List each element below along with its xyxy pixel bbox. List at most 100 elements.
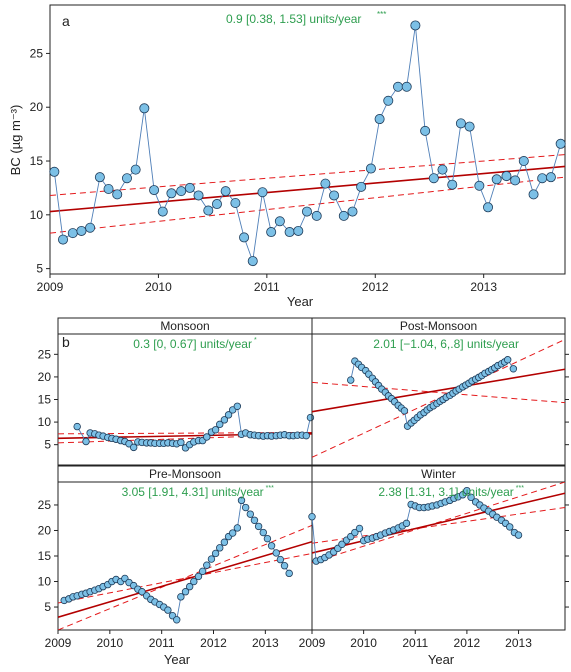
panel-a-data-point [67, 228, 78, 239]
facet-monsoon-data-point [203, 433, 211, 441]
facet-pre-monsoon-data-point [177, 593, 185, 601]
facet-pre-monsoon: Pre-Monsoon 3.05 [1.91, 4.31] units/year *… [38, 465, 313, 650]
facet-monsoon-ytick-label: 15 [38, 393, 52, 407]
facet-winter: Winter 2.38 [1.31, 3.1] units/year *** 2009… [299, 465, 569, 650]
facet-winter-data-point [467, 493, 475, 502]
panel-a-data-point [130, 164, 141, 175]
panel-a-data-point [58, 234, 69, 245]
facet-pre-monsoon-ytick-label: 10 [38, 575, 52, 589]
panel-a-data-point [121, 173, 132, 184]
facet-monsoon-annotation: 0.3 [0, 0.67] units/year [133, 337, 252, 351]
facet-pre-monsoon-xtick-label: 2011 [149, 636, 175, 650]
facet-pre-monsoon-ytick-label: 15 [38, 549, 52, 563]
facet-pre-monsoon-data-point [181, 588, 190, 596]
panel-a-ci-upper-line [50, 154, 565, 196]
panel-a-data-point [491, 174, 502, 185]
facet-winter-xtick-label: 2013 [505, 636, 532, 650]
panel-a-data-point [103, 183, 114, 194]
panel-a-data-point [85, 222, 96, 233]
facet-post-monsoon-trend-line [312, 368, 565, 413]
facet-pre-monsoon-trend-lines [58, 524, 312, 630]
facet-winter-data-point [355, 524, 364, 533]
facet-pre-monsoon-data-point [138, 588, 146, 596]
panel-a-data-point [474, 180, 485, 191]
facet-pre-monsoon-xtick-label: 2012 [200, 636, 227, 650]
facet-pre-monsoon-data-point [185, 582, 194, 591]
facet-post-monsoon: Post-Monsoon 2.01 [−1.04, 6,.8] units/yea… [311, 317, 569, 466]
facet-pre-monsoon-ytick-label: 20 [38, 523, 52, 537]
facet-winter-data-point [351, 528, 359, 537]
panel-a-xtick-label: 2013 [470, 280, 497, 294]
panel-a-data-point [220, 186, 231, 197]
panel-a-frame [49, 4, 566, 275]
panel-a-annotation: 0.9 [0.38, 1.53] units/year [226, 12, 361, 26]
facet-monsoon-data-point [306, 413, 315, 422]
panel-b: Monsoon 0.3 [0, 0.67] units/year * 5 10 15 20 2… [38, 317, 569, 667]
facet-pre-monsoon-data-point [272, 549, 280, 557]
facet-pre-monsoon-data-point [250, 516, 259, 524]
facet-pre-monsoon-ytick-label: 25 [38, 498, 52, 512]
facet-pre-monsoon-xtick-label: 2009 [45, 636, 72, 650]
panel-a-xtick-label: 2009 [37, 280, 64, 294]
facet-pre-monsoon-significance: *** [266, 485, 274, 492]
facet-monsoon-ytick-label: 5 [44, 438, 51, 452]
facet-pre-monsoon-series [60, 496, 293, 624]
panel-a-data-point [139, 103, 150, 114]
facet-pre-monsoon-data-point [194, 572, 203, 581]
panel-a-data-point [230, 197, 241, 208]
panel-a-significance: *** [377, 10, 386, 19]
facet-pre-monsoon-data-point [263, 534, 272, 543]
panel-a-data-point [176, 186, 187, 197]
panel-b-label: b [62, 334, 70, 350]
panel-a-xtick-label: 2012 [362, 280, 389, 294]
facet-pre-monsoon-data-point [220, 538, 229, 546]
panel-a-trend-line [50, 165, 565, 213]
panel-a-data-point [166, 188, 177, 199]
panel-a-data-point [293, 225, 304, 236]
facet-winter-data-point [308, 513, 316, 521]
facet-winter-data-point [463, 486, 471, 495]
facet-winter-data-point [402, 519, 411, 528]
facet-pre-monsoon-data-point [267, 542, 276, 550]
panel-a-data-point [257, 187, 268, 198]
panel-a: a 0.9 [0.38, 1.53] units/year *** BC (µg… [8, 4, 566, 309]
facet-pre-monsoon-data-point [237, 496, 246, 505]
facet-monsoon-ytick-label: 25 [38, 347, 52, 361]
facet-post-monsoon-data-point [400, 407, 409, 415]
facet-winter-series [308, 486, 523, 565]
facet-pre-monsoon-data-point [241, 503, 250, 512]
panel-a-data-point [76, 225, 87, 236]
panel-a-data-point [455, 118, 466, 129]
panel-a-data-point [157, 206, 168, 217]
facet-post-monsoon-data-point [509, 365, 518, 373]
facet-post-monsoon-data-point [347, 376, 355, 384]
facet-pre-monsoon-data-point [233, 524, 242, 532]
facet-monsoon-data-point [216, 420, 224, 429]
panel-a-xtick-label: 2011 [254, 280, 280, 294]
panel-a-data-point [528, 189, 539, 200]
panel-a-data-point [49, 166, 60, 177]
facet-winter-xtick-label: 2012 [454, 636, 481, 650]
panel-a-ytick-label: 20 [30, 100, 44, 114]
panel-b-xlabel-right: Year [428, 652, 455, 667]
panel-a-data-point [420, 125, 431, 136]
facet-monsoon-ytick-label: 10 [38, 415, 52, 429]
facet-winter-xtick-label: 2011 [402, 636, 428, 650]
facet-pre-monsoon-data-point [280, 561, 289, 570]
facet-pre-monsoon-ci-lower-line [58, 524, 312, 630]
facet-winter-trend-line [312, 492, 565, 554]
panel-a-data-point [383, 95, 394, 106]
facet-pre-monsoon-ytick-label: 5 [44, 600, 51, 614]
facet-pre-monsoon-data-point [228, 529, 237, 537]
panel-a-ytick-label: 10 [30, 208, 44, 222]
panel-a-data-point [393, 81, 404, 92]
panel-a-data-point [545, 172, 556, 183]
panel-a-data-point [266, 227, 277, 238]
facet-monsoon-series [73, 402, 315, 452]
panel-a-data-point [410, 20, 421, 31]
panel-a-trend-lines [50, 154, 565, 234]
facet-post-monsoon-title: Post-Monsoon [400, 319, 477, 333]
facet-pre-monsoon-data-point [246, 510, 255, 518]
panel-a-data-point [374, 114, 385, 125]
